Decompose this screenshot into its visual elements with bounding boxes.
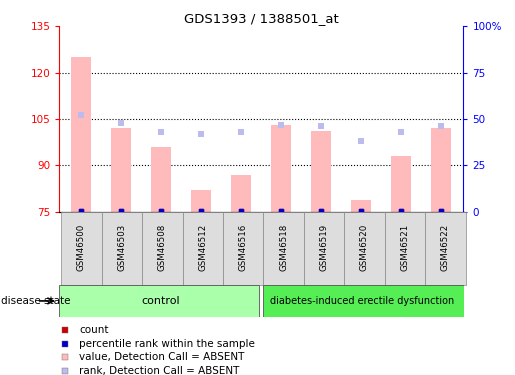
Bar <box>312 132 332 212</box>
Text: count: count <box>79 325 109 335</box>
Text: GSM46518: GSM46518 <box>279 224 288 271</box>
Bar <box>142 212 182 285</box>
Bar <box>344 212 385 285</box>
Bar <box>59 285 260 317</box>
Bar <box>385 212 425 285</box>
Bar <box>391 156 411 212</box>
Bar <box>61 212 101 285</box>
Text: value, Detection Call = ABSENT: value, Detection Call = ABSENT <box>79 352 245 362</box>
Bar <box>71 57 91 212</box>
Bar <box>191 190 211 212</box>
Text: GSM46519: GSM46519 <box>319 224 329 270</box>
Text: GSM46522: GSM46522 <box>441 224 450 271</box>
Text: GSM46521: GSM46521 <box>400 224 409 271</box>
Bar <box>425 212 466 285</box>
Title: GDS1393 / 1388501_at: GDS1393 / 1388501_at <box>184 12 339 25</box>
Text: GSM46520: GSM46520 <box>360 224 369 271</box>
Text: GSM46503: GSM46503 <box>117 224 126 271</box>
Bar <box>223 212 263 285</box>
Text: GSM46508: GSM46508 <box>158 224 167 271</box>
Bar <box>182 212 223 285</box>
Text: control: control <box>141 296 180 306</box>
Bar <box>351 200 371 212</box>
Bar <box>151 147 171 212</box>
Bar <box>231 175 251 212</box>
Bar <box>271 125 291 212</box>
Bar <box>263 285 464 317</box>
Text: disease state: disease state <box>1 296 70 306</box>
Text: percentile rank within the sample: percentile rank within the sample <box>79 339 255 349</box>
Text: rank, Detection Call = ABSENT: rank, Detection Call = ABSENT <box>79 366 240 375</box>
Bar <box>111 128 131 212</box>
Text: GSM46516: GSM46516 <box>238 224 248 271</box>
Text: diabetes-induced erectile dysfunction: diabetes-induced erectile dysfunction <box>270 296 455 306</box>
Bar <box>263 212 304 285</box>
Text: GSM46512: GSM46512 <box>198 224 207 271</box>
Bar <box>432 128 452 212</box>
Bar <box>304 212 344 285</box>
Bar <box>101 212 142 285</box>
Text: GSM46500: GSM46500 <box>77 224 86 271</box>
